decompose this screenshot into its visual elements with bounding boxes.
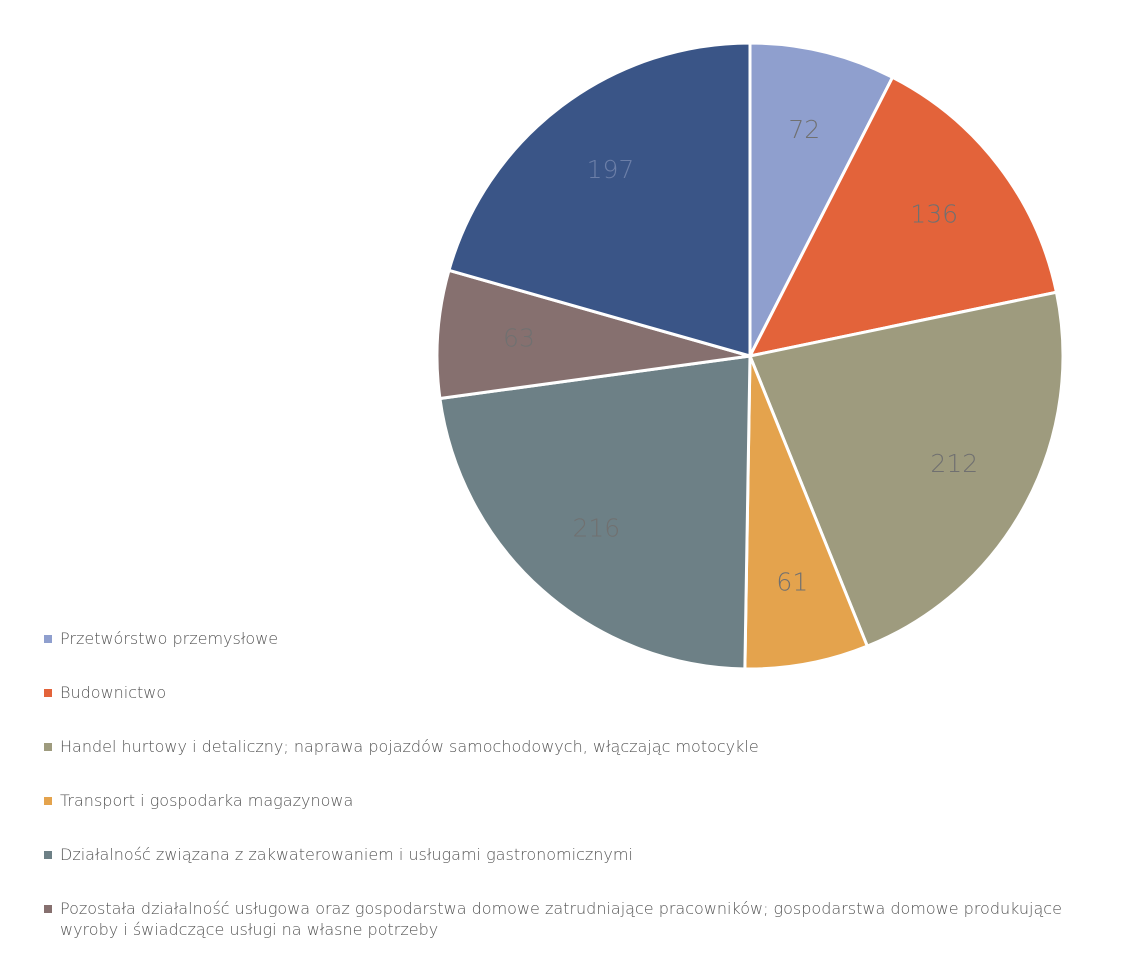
pie-slice-label-5: 63 [503, 324, 535, 353]
pie-slice-5 [435, 268, 751, 401]
pie-slice-label-4: 216 [572, 513, 620, 542]
pie-slice-3 [743, 355, 870, 671]
legend-swatch-4 [44, 851, 52, 859]
legend-label-5: Pozostała działalność usługowa oraz gosp… [60, 899, 1062, 939]
pie-slice-label-0: 72 [788, 115, 820, 144]
pie-slice-label-2: 212 [930, 449, 978, 478]
legend-item-4: Działalność związana z zakwaterowaniem i… [44, 844, 1124, 865]
pie-slice-4 [438, 354, 752, 671]
legend-item-5: Pozostała działalność usługowa oraz gosp… [44, 898, 1124, 940]
pie-slice-label-1: 136 [910, 200, 958, 229]
pie-slice-label-6: 197 [587, 155, 635, 184]
legend-item-0: Przetwórstwo przemysłowe [44, 628, 1124, 649]
legend-label-3: Transport i gospodarka magazynowa [60, 791, 354, 810]
legend-swatch-1 [44, 689, 52, 697]
legend-item-1: Budownictwo [44, 682, 1124, 703]
legend-swatch-0 [44, 635, 52, 643]
legend-swatch-2 [44, 743, 52, 751]
pie-slice-0 [748, 41, 895, 357]
pie-slice-2 [747, 290, 1065, 649]
legend-item-2: Handel hurtowy i detaliczny; naprawa poj… [44, 736, 1124, 757]
legend-label-1: Budownictwo [60, 683, 167, 702]
pie-slice-1 [747, 75, 1059, 359]
chart-legend: Przetwórstwo przemysłowe Budownictwo Hande… [44, 628, 1124, 973]
legend-label-2: Handel hurtowy i detaliczny; naprawa poj… [60, 737, 759, 756]
pie-slice-6 [447, 41, 752, 358]
legend-swatch-5 [44, 905, 52, 913]
legend-label-0: Przetwórstwo przemysłowe [60, 629, 279, 648]
pie-slice-label-3: 61 [776, 568, 808, 597]
legend-item-3: Transport i gospodarka magazynowa [44, 790, 1124, 811]
legend-label-4: Działalność związana z zakwaterowaniem i… [60, 845, 633, 864]
legend-swatch-3 [44, 797, 52, 805]
